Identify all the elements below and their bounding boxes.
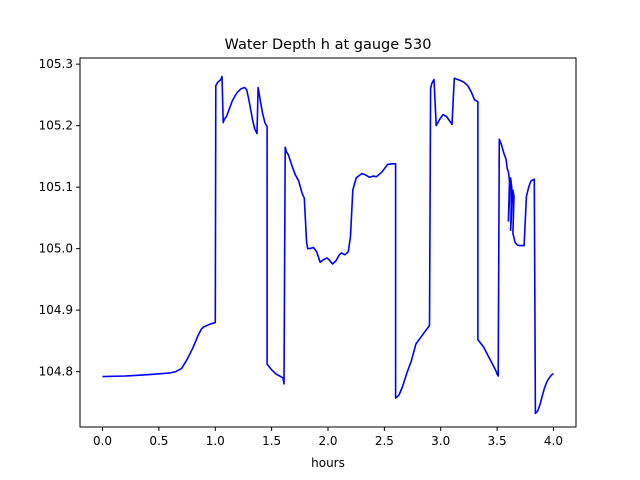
y-tick-label: 104.8 (39, 365, 73, 379)
x-tick-label: 2.5 (375, 434, 394, 448)
y-tick-label: 105.1 (39, 180, 73, 194)
y-axis: 104.8 104.9 105.0 105.1 105.2 105.3 (39, 57, 80, 379)
x-tick-label: 4.0 (544, 434, 563, 448)
chart-title: Water Depth h at gauge 530 (225, 37, 432, 53)
x-tick-label: 1.5 (262, 434, 281, 448)
x-tick-label: 0.5 (149, 434, 168, 448)
water-depth-series-line (102, 75, 554, 415)
y-tick-label: 105.3 (39, 57, 73, 71)
y-tick-label: 104.9 (39, 303, 73, 317)
x-tick-label: 2.0 (318, 434, 337, 448)
y-tick-label: 105.2 (39, 119, 73, 133)
x-tick-label: 3.5 (488, 434, 507, 448)
x-tick-label: 3.0 (431, 434, 450, 448)
x-tick-label: 1.0 (206, 434, 225, 448)
y-tick-label: 105.0 (39, 242, 73, 256)
x-axis-label: hours (311, 456, 345, 470)
x-tick-label: 0.0 (93, 434, 112, 448)
x-axis: 0.0 0.5 1.0 1.5 2.0 2.5 3.0 3.5 4.0 (93, 427, 563, 448)
